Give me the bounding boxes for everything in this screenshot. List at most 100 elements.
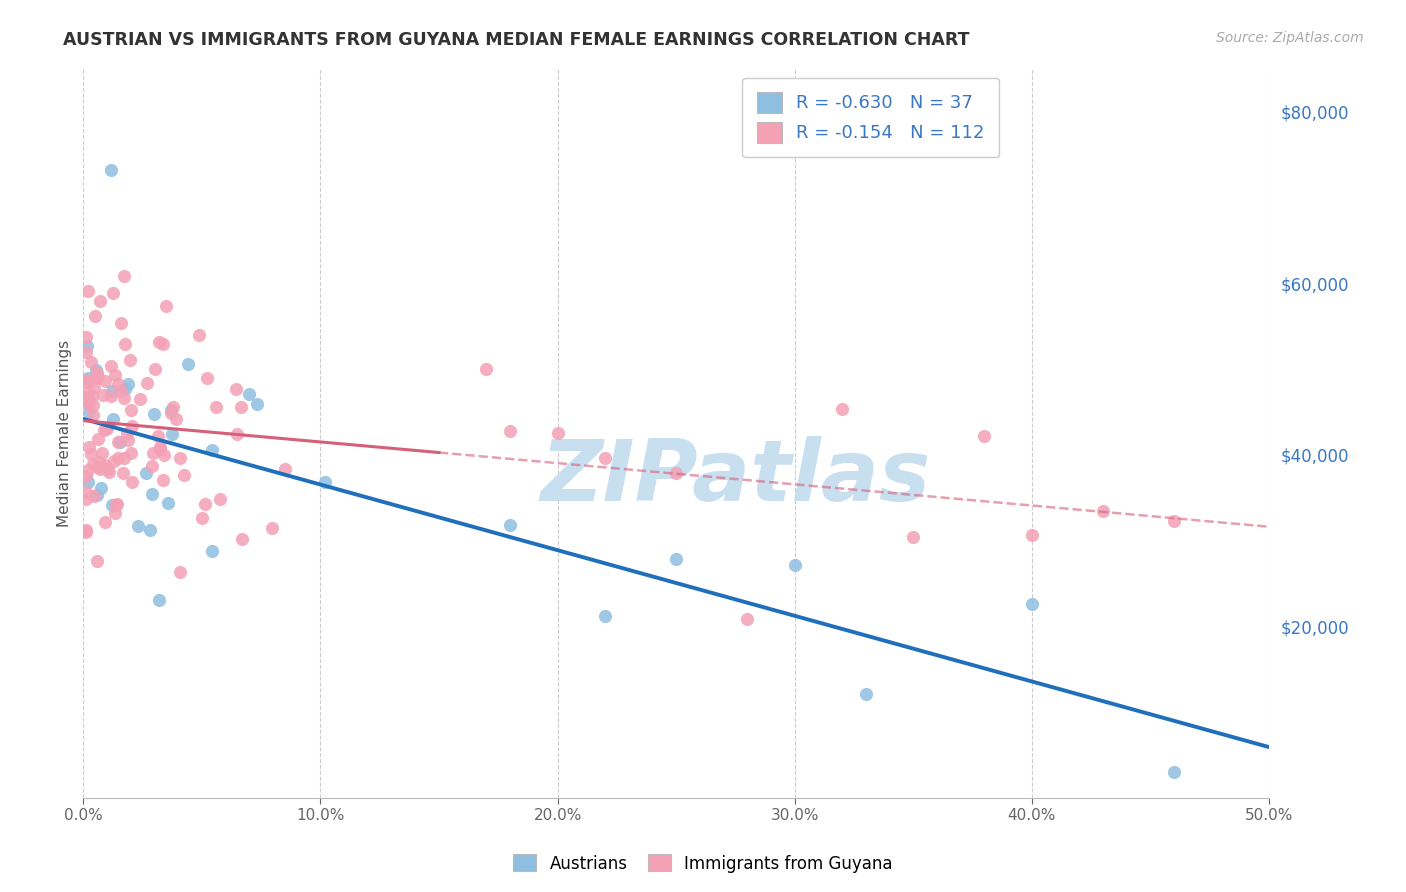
Point (139, 523, 162, 537)
Point (831, 401, 853, 416)
Point (87, 460, 110, 475)
Legend: R = -0.630   N = 37, R = -0.154   N = 112: R = -0.630 N = 37, R = -0.154 N = 112 (742, 78, 1000, 157)
Point (77, 284, 100, 298)
Point (75, 384, 97, 399)
Point (169, 450, 191, 465)
Point (475, 361, 498, 376)
Point (120, 403, 142, 417)
Point (93, 423, 115, 437)
Point (127, 518, 149, 533)
Point (110, 316, 132, 330)
Point (1163, 765, 1185, 780)
Point (1163, 514, 1185, 528)
Point (499, 518, 522, 533)
Point (94, 516, 117, 530)
Point (75, 485, 97, 500)
Point (141, 487, 163, 501)
Point (1021, 528, 1043, 542)
Point (101, 384, 124, 398)
Point (112, 450, 135, 465)
Point (225, 382, 247, 396)
Point (82, 457, 104, 471)
Point (86, 371, 108, 385)
Point (75, 468, 97, 483)
Point (86, 554, 108, 568)
Point (76, 371, 98, 385)
Point (142, 445, 165, 459)
Point (135, 376, 157, 390)
Point (77, 475, 100, 490)
Point (100, 389, 122, 403)
Point (94, 458, 117, 473)
Point (100, 359, 122, 373)
Point (101, 498, 124, 512)
Point (80, 354, 103, 368)
Point (87, 432, 110, 446)
Point (547, 425, 569, 440)
Point (121, 418, 143, 433)
Point (75, 523, 97, 537)
Point (103, 454, 125, 468)
Point (205, 400, 228, 414)
Point (273, 462, 295, 476)
Point (112, 269, 135, 284)
Point (86, 488, 108, 502)
Point (195, 371, 218, 385)
Point (117, 434, 139, 448)
Point (89, 454, 111, 468)
Point (76, 373, 98, 387)
Point (77, 405, 100, 419)
Point (79, 447, 101, 461)
Point (77, 376, 100, 390)
Point (105, 497, 128, 511)
Point (93, 388, 115, 402)
Point (77, 397, 100, 411)
Point (120, 352, 142, 367)
Point (165, 412, 187, 426)
Point (112, 391, 135, 405)
Point (201, 544, 224, 558)
Point (103, 285, 125, 300)
Point (96, 421, 118, 435)
Point (499, 424, 522, 438)
Point (737, 611, 759, 625)
Point (148, 592, 170, 607)
Point (246, 397, 269, 411)
Point (160, 406, 183, 420)
Point (1092, 504, 1115, 518)
Point (156, 496, 179, 510)
Point (238, 386, 260, 401)
Point (117, 377, 139, 392)
Point (1021, 597, 1043, 611)
Point (226, 427, 249, 442)
Point (973, 429, 995, 443)
Text: ZIPatlas: ZIPatlas (540, 435, 931, 518)
Point (783, 558, 806, 572)
Point (75, 491, 97, 506)
Point (107, 434, 129, 449)
Legend: Austrians, Immigrants from Guyana: Austrians, Immigrants from Guyana (506, 847, 900, 880)
Point (187, 328, 209, 343)
Point (75, 330, 97, 344)
Point (201, 443, 224, 458)
Point (90, 481, 112, 495)
Point (903, 530, 925, 544)
Point (75, 524, 97, 539)
Point (855, 687, 877, 701)
Point (93, 375, 115, 389)
Point (97, 466, 120, 480)
Point (77, 392, 100, 406)
Point (83, 489, 105, 503)
Point (104, 368, 127, 382)
Point (83, 381, 105, 395)
Point (162, 400, 184, 414)
Point (77, 394, 100, 409)
Point (84, 363, 107, 377)
Point (191, 510, 214, 524)
Point (114, 383, 136, 397)
Text: AUSTRIAN VS IMMIGRANTS FROM GUYANA MEDIAN FEMALE EARNINGS CORRELATION CHART: AUSTRIAN VS IMMIGRANTS FROM GUYANA MEDIA… (63, 31, 970, 49)
Point (80, 389, 103, 403)
Point (155, 300, 177, 314)
Point (149, 442, 172, 456)
Point (86, 366, 108, 380)
